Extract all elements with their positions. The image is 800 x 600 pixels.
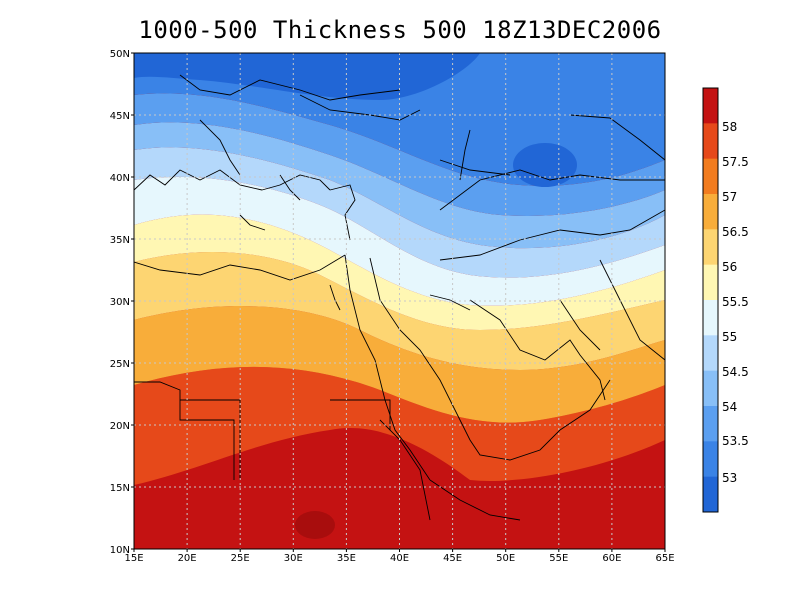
colorbar-swatch [703, 441, 718, 478]
colorbar-swatch [703, 158, 718, 195]
colorbar-label-54: 54 [722, 400, 737, 414]
lon-tick-label: 50E [496, 553, 515, 564]
colorbar-swatch [703, 123, 718, 160]
lon-tick-label: 15E [124, 553, 143, 564]
lat-tick-label: 35N [110, 235, 130, 246]
lat-tick-label: 40N [110, 173, 130, 184]
lon-tick-label: 25E [231, 553, 250, 564]
colorbar-swatch [703, 264, 718, 301]
lon-tick-label: 40E [390, 553, 409, 564]
colorbar-swatch [703, 300, 718, 336]
lon-tick-label: 35E [337, 553, 356, 564]
lon-tick-label: 55E [549, 553, 568, 564]
lat-tick-label: 15N [110, 483, 130, 494]
colorbar-label-55-5: 55.5 [722, 295, 749, 309]
lon-tick-label: 65E [655, 553, 674, 564]
colorbar-label-58: 58 [722, 120, 737, 134]
colorbar-swatch [703, 194, 718, 230]
lat-tick-label: 30N [110, 297, 130, 308]
colorbar-label-53-5: 53.5 [722, 434, 749, 448]
colorbar-swatch [703, 476, 718, 513]
colorbar-swatch [703, 370, 718, 407]
colorbar-label-57-5: 57.5 [722, 155, 749, 169]
colorbar-label-57: 57 [722, 190, 737, 204]
lat-tick-label: 25N [110, 359, 130, 370]
axis-ticks: 15E 20E 25E 30E 35E 40E 45E 50E 55E 60E 65E 10N 15N 2… [110, 49, 675, 564]
lon-tick-label: 30E [284, 553, 303, 564]
colorbar-label-56-5: 56.5 [722, 225, 749, 239]
lat-tick-label: 10N [110, 545, 130, 556]
map-title: 1000-500 Thickness 500 18Z13DEC2006 [138, 16, 662, 44]
colorbar-label-53: 53 [722, 471, 737, 485]
lon-tick-label: 20E [178, 553, 197, 564]
lon-tick-label: 45E [443, 553, 462, 564]
lat-tick-label: 50N [110, 49, 130, 60]
lat-tick-label: 20N [110, 421, 130, 432]
colorbar-swatch [703, 88, 718, 124]
colorbar-label-54-5: 54.5 [722, 365, 749, 379]
lon-tick-label: 60E [602, 553, 621, 564]
colorbar-label-56: 56 [722, 260, 737, 274]
colorbar-swatch [703, 406, 718, 442]
colorbar-swatch [703, 335, 718, 372]
colorbar-swatch [703, 229, 718, 266]
lat-lon-grid [134, 53, 665, 549]
colorbar [702, 87, 719, 513]
colorbar-label-55: 55 [722, 330, 737, 344]
lat-tick-label: 45N [110, 111, 130, 122]
